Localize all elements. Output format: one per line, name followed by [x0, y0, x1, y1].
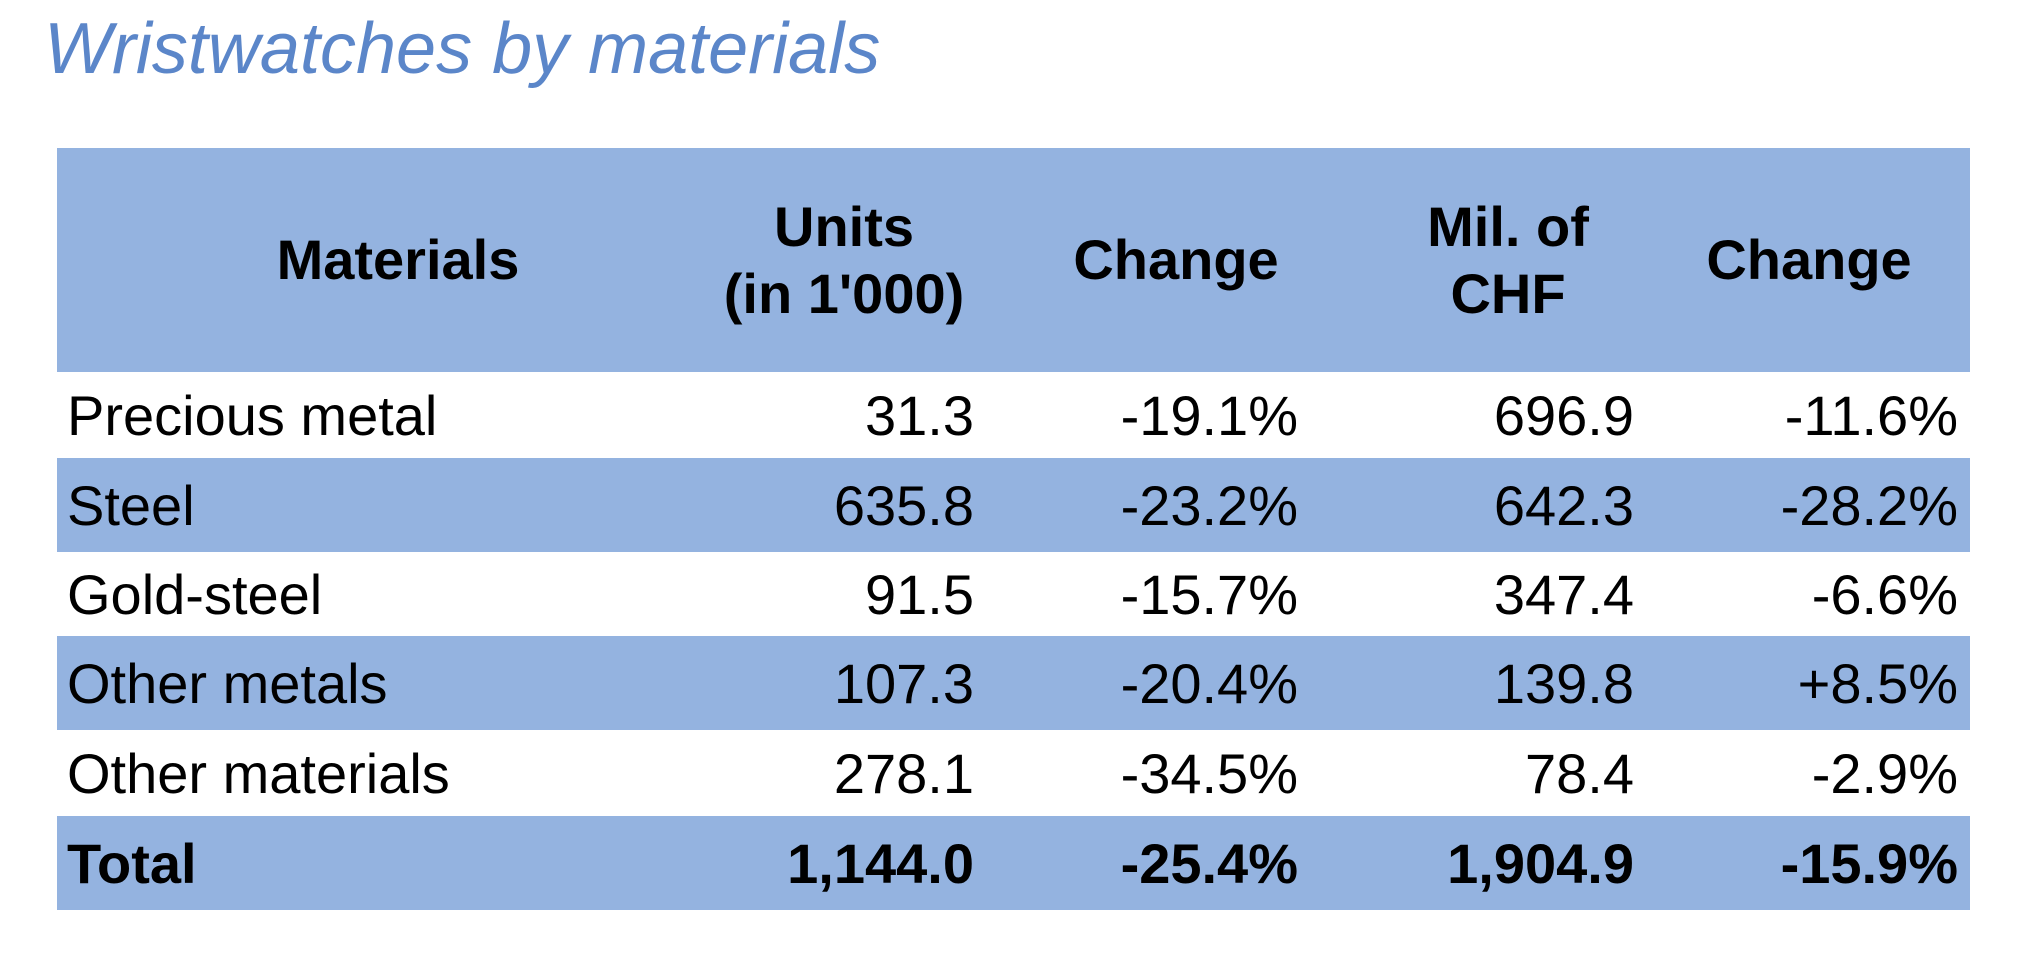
cell-chf: 642.3 — [1298, 473, 1634, 538]
cell-units-change: -25.4% — [974, 831, 1298, 896]
table-header: Materials Units (in 1'000) Change Mil. o… — [57, 148, 1970, 372]
header-chf-line1: Mil. of — [1368, 193, 1648, 260]
cell-material: Precious metal — [57, 383, 644, 448]
table-row: Gold-steel 91.5 -15.7% 347.4 -6.6% — [57, 552, 1970, 636]
header-units: Units (in 1'000) — [644, 193, 1044, 327]
header-chf-change: Change — [1648, 226, 1970, 293]
cell-chf-change: +8.5% — [1634, 651, 1958, 716]
cell-units-change: -20.4% — [974, 651, 1298, 716]
header-units-change: Change — [1044, 226, 1368, 293]
table-row: Steel 635.8 -23.2% 642.3 -28.2% — [57, 458, 1970, 552]
table-row: Other materials 278.1 -34.5% 78.4 -2.9% — [57, 730, 1970, 816]
cell-units: 635.8 — [644, 473, 974, 538]
header-chf-change-label: Change — [1648, 226, 1970, 293]
materials-table: Materials Units (in 1'000) Change Mil. o… — [57, 148, 1970, 910]
header-chf: Mil. of CHF — [1368, 193, 1648, 327]
cell-chf: 78.4 — [1298, 741, 1634, 806]
cell-chf-change: -11.6% — [1634, 383, 1958, 448]
cell-units: 31.3 — [644, 383, 974, 448]
cell-units: 1,144.0 — [644, 831, 974, 896]
cell-chf: 139.8 — [1298, 651, 1634, 716]
cell-material: Other materials — [57, 741, 644, 806]
header-materials-label: Materials — [152, 226, 644, 293]
cell-material: Steel — [57, 473, 644, 538]
cell-chf-change: -15.9% — [1634, 831, 1958, 896]
cell-material: Total — [57, 831, 644, 896]
cell-units-change: -23.2% — [974, 473, 1298, 538]
cell-units-change: -34.5% — [974, 741, 1298, 806]
header-units-change-label: Change — [1044, 226, 1308, 293]
cell-material: Gold-steel — [57, 562, 644, 627]
table-row: Other metals 107.3 -20.4% 139.8 +8.5% — [57, 636, 1970, 730]
cell-chf-change: -28.2% — [1634, 473, 1958, 538]
header-chf-line2: CHF — [1368, 260, 1648, 327]
cell-chf-change: -2.9% — [1634, 741, 1958, 806]
header-units-line2: (in 1'000) — [644, 260, 1044, 327]
cell-chf: 696.9 — [1298, 383, 1634, 448]
page-title: Wristwatches by materials — [44, 10, 880, 89]
cell-chf: 1,904.9 — [1298, 831, 1634, 896]
cell-units: 107.3 — [644, 651, 974, 716]
table-total-row: Total 1,144.0 -25.4% 1,904.9 -15.9% — [57, 816, 1970, 910]
table-row: Precious metal 31.3 -19.1% 696.9 -11.6% — [57, 372, 1970, 458]
cell-material: Other metals — [57, 651, 644, 716]
cell-units: 278.1 — [644, 741, 974, 806]
header-materials: Materials — [57, 226, 644, 293]
cell-units-change: -19.1% — [974, 383, 1298, 448]
cell-units-change: -15.7% — [974, 562, 1298, 627]
header-units-line1: Units — [644, 193, 1044, 260]
cell-chf-change: -6.6% — [1634, 562, 1958, 627]
cell-chf: 347.4 — [1298, 562, 1634, 627]
cell-units: 91.5 — [644, 562, 974, 627]
